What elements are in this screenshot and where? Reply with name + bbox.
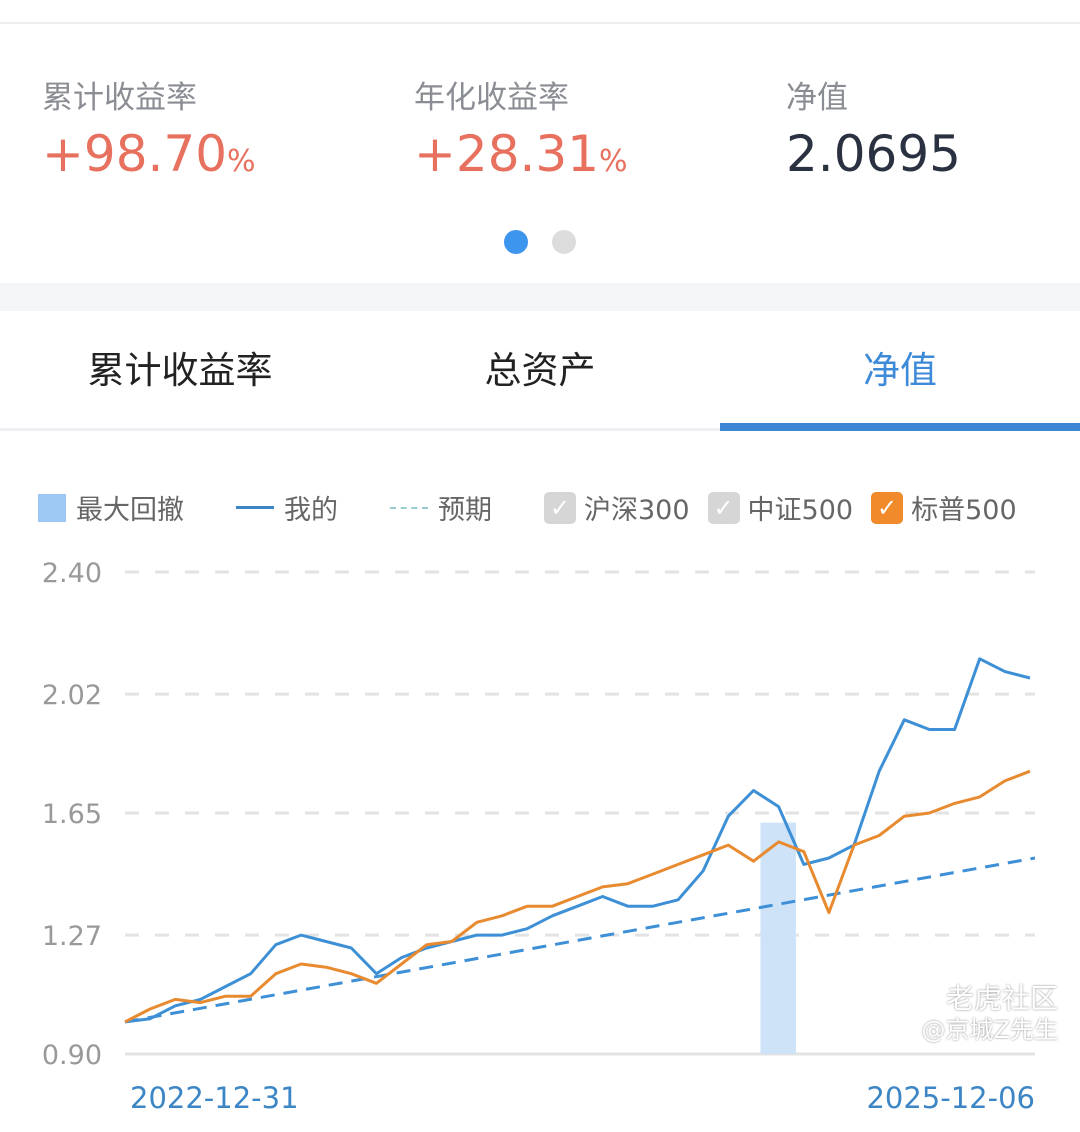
- legend-label: 预期: [438, 495, 492, 526]
- series-line-2: [124, 769, 1031, 1024]
- legend-label: 我的: [284, 495, 338, 526]
- series-line-0: [124, 657, 1031, 1024]
- chart-tabs: 累计收益率 总资产 净值: [0, 311, 1080, 431]
- stat-value: +98.70%: [42, 125, 256, 183]
- toggle-sp500[interactable]: ✓ 标普500: [871, 488, 1017, 527]
- checkbox-check-icon[interactable]: ✓: [707, 491, 740, 524]
- y-tick-label: 1.27: [42, 921, 102, 952]
- checkbox-check-icon[interactable]: ✓: [544, 491, 576, 524]
- drawdown-swatch: [38, 493, 66, 522]
- legend-drawdown: 最大回撤: [38, 488, 184, 527]
- tab-net-value[interactable]: 净值: [720, 311, 1080, 431]
- checkbox-check-icon[interactable]: ✓: [871, 491, 904, 524]
- stat-net-value: 净值 2.0695: [786, 72, 961, 183]
- x-tick-label: 2025-12-06: [866, 1081, 1035, 1115]
- y-tick-label: 1.65: [42, 799, 102, 830]
- stat-number: +98.70: [42, 125, 228, 183]
- toggle-csi300[interactable]: ✓ 沪深300: [544, 488, 690, 527]
- y-tick-label: 2.02: [42, 680, 102, 711]
- stat-value: +28.31%: [414, 125, 628, 183]
- pager-dot-2[interactable]: [552, 230, 576, 254]
- solid-line-swatch: [236, 506, 274, 509]
- tab-total-assets[interactable]: 总资产: [484, 349, 596, 392]
- watermark-text: 老虎社区: [945, 982, 1058, 1015]
- legend-label: 沪深300: [584, 495, 690, 526]
- stat-number: +28.31: [414, 125, 600, 183]
- tab-cumulative-return[interactable]: 累计收益率: [87, 349, 273, 392]
- stat-cumulative-return: 累计收益率 +98.70%: [42, 72, 256, 183]
- legend-expected: 预期: [390, 488, 492, 527]
- stat-annualized-return: 年化收益率 +28.31%: [414, 72, 628, 183]
- stat-unit: %: [599, 144, 628, 179]
- y-tick-label: 2.40: [42, 558, 102, 589]
- legend-mine: 我的: [236, 488, 338, 527]
- section-separator: [0, 283, 1080, 311]
- watermark-author: @京城Z先生: [921, 1015, 1058, 1044]
- top-divider: [0, 0, 1080, 24]
- stat-label: 累计收益率: [42, 80, 197, 116]
- chart-legend: 最大回撤 我的 预期 ✓ 沪深300 ✓ 中证500 ✓ 标普500: [38, 488, 1035, 527]
- x-tick-label: 2022-12-31: [130, 1081, 299, 1115]
- stat-unit: %: [227, 144, 256, 179]
- watermark: 老虎社区 @京城Z先生: [922, 982, 1058, 1044]
- y-tick-label: 0.90: [42, 1040, 102, 1071]
- series-line-1: [124, 856, 1036, 1024]
- legend-label: 中证500: [747, 495, 854, 526]
- pager-dot-1[interactable]: [504, 230, 528, 254]
- stat-label: 净值: [786, 80, 848, 116]
- stat-value: 2.0695: [786, 125, 961, 183]
- toggle-csi500[interactable]: ✓ 中证500: [707, 488, 854, 527]
- max-drawdown-band: [760, 822, 796, 1054]
- net-value-chart: 2.40 2.02 1.65 1.27 0.90 2022-12-31 2025-12-06: [42, 558, 1036, 1115]
- legend-label: 最大回撤: [76, 495, 184, 526]
- legend-label: 标普500: [911, 495, 1017, 526]
- stat-label: 年化收益率: [414, 80, 569, 116]
- pager-dots: [504, 230, 576, 254]
- dashed-line-swatch: [390, 506, 428, 509]
